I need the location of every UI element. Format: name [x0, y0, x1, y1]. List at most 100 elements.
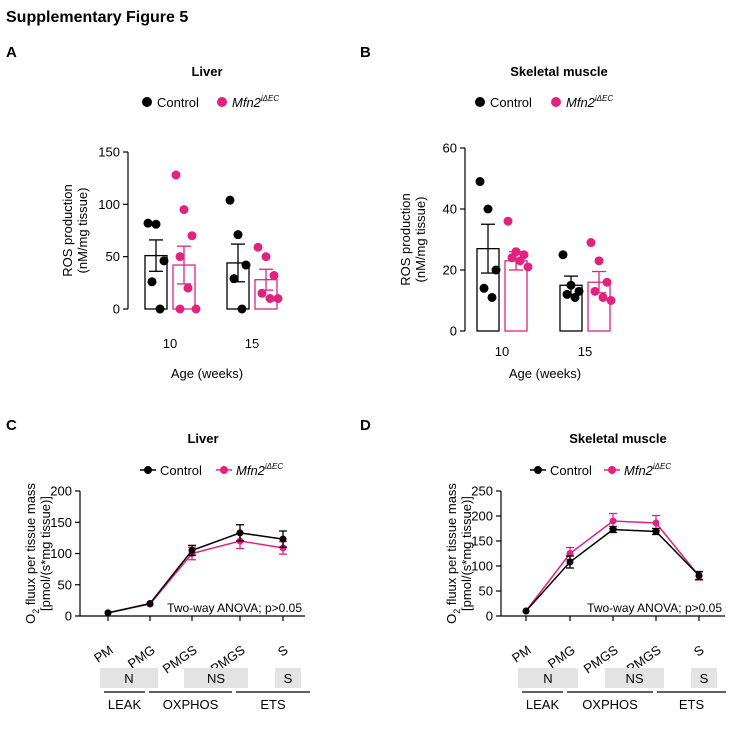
panel-c-protocol: N NS S LEAK OXPHOS ETS [100, 668, 310, 712]
panel-d-ylabel: O2 fluux per tissue mass[pmol/(s*mg tiss… [444, 483, 474, 624]
data-point [187, 231, 197, 241]
data-point [179, 205, 189, 215]
series-line [525, 520, 700, 612]
data-point [503, 216, 513, 226]
x-tick-label: PM [509, 642, 534, 665]
data-point [151, 219, 161, 229]
panel-label-d: D [360, 417, 371, 434]
y-tick-label: 100 [50, 546, 72, 561]
data-point [279, 535, 287, 543]
data-point [566, 558, 574, 566]
x-tick-label: PMG [125, 642, 158, 671]
y-tick-label: 150 [98, 145, 120, 160]
state-label: ETS [679, 697, 705, 712]
x-tick-label: 10 [163, 336, 177, 351]
data-point [586, 238, 596, 248]
protocol-box [184, 668, 248, 688]
legend-mutant-label: Mfn2iΔEC [236, 462, 283, 478]
panel-d-annotation: Two-way ANOVA; p>0.05 [587, 601, 722, 615]
y-axis-label-part: O [444, 614, 459, 624]
panel-a-legend: Control Mfn2iΔEC [142, 94, 279, 110]
legend-mutant-marker [217, 97, 227, 107]
data-point [558, 250, 568, 260]
panel-c-marks [104, 524, 287, 617]
y-axis-label-part: O [23, 614, 38, 624]
panel-c-title: Liver [187, 431, 218, 446]
data-point [562, 289, 572, 299]
legend-mutant-marker [608, 466, 616, 474]
data-point [594, 256, 604, 266]
data-point [171, 170, 181, 180]
data-point [143, 218, 153, 228]
y-tick-label: 100 [98, 197, 120, 212]
y-tick-label: 200 [471, 509, 493, 524]
data-point [146, 600, 154, 607]
y-axis-label-line: ROS production [398, 193, 413, 286]
protocol-box [518, 668, 578, 688]
x-tick-label: 10 [495, 344, 509, 359]
data-point [606, 296, 616, 305]
data-point [191, 304, 201, 314]
panel-a: A Liver Control Mfn2iΔEC ROS production(… [6, 44, 283, 381]
legend-control-label: Control [490, 95, 532, 110]
legend-control-label: Control [550, 463, 592, 478]
legend-control-label: Control [157, 95, 199, 110]
data-point [652, 528, 660, 535]
y-axis-label: O2 fluux per tissue mass[pmol/(s*mg tiss… [444, 483, 474, 624]
data-point [233, 230, 243, 240]
panel-b-title: Skeletal muscle [510, 64, 608, 79]
protocol-box-label: N [543, 671, 552, 686]
protocol-box-label: NS [207, 671, 225, 686]
panel-b-legend: Control Mfn2iΔEC [475, 94, 613, 110]
state-label: OXPHOS [582, 697, 638, 712]
protocol-box-label: N [124, 671, 133, 686]
series-line [525, 528, 700, 612]
y-axis-label-line: O2 fluux per tissue mass [444, 483, 462, 624]
bar [504, 260, 528, 332]
data-point [188, 546, 196, 554]
data-point [261, 252, 271, 262]
panel-b-marks [475, 177, 616, 332]
panel-d: D Skeletal muscle Control Mfn2iΔEC O2 fl… [360, 417, 726, 712]
state-label: OXPHOS [163, 697, 219, 712]
data-point [483, 204, 493, 214]
y-tick-label: 0 [486, 609, 493, 624]
y-tick-label: 50 [58, 577, 72, 592]
data-point [523, 262, 533, 272]
protocol-box-label: S [700, 671, 709, 686]
panel-b: B Skeletal muscle Control Mfn2iΔEC ROS p… [360, 44, 616, 381]
x-tick-label: S [691, 642, 707, 659]
legend-mutant-marker [551, 97, 561, 107]
panel-d-protocol: N NS S LEAK OXPHOS ETS [518, 668, 726, 712]
x-tick-label: 15 [578, 344, 592, 359]
data-point [241, 260, 251, 270]
state-label: LEAK [526, 697, 560, 712]
panel-c-annotation: Two-way ANOVA; p>0.05 [167, 601, 302, 615]
x-tick-label: PMG [545, 642, 578, 671]
y-axis-label: O2 fluux per tissue mass[pmol/(s*mg tiss… [23, 483, 53, 624]
y-axis-label-part: fluux per tissue mass [23, 483, 38, 609]
data-point [487, 292, 497, 302]
y-axis-label-part: fluux per tissue mass [444, 483, 459, 609]
data-point [522, 607, 530, 615]
y-axis-label-sub: 2 [31, 609, 41, 614]
data-point [236, 529, 244, 537]
legend-mutant-label: Mfn2iΔEC [566, 94, 613, 110]
legend-mutant-marker [220, 466, 228, 474]
data-point [237, 304, 247, 314]
panel-a-axes: 0 50 100 150 10 15 [98, 145, 259, 352]
panel-label-c: C [6, 417, 17, 434]
panel-b-axes: 0 20 40 60 10 15 [443, 141, 593, 360]
data-point [269, 271, 279, 281]
y-axis-label-line: ROS production [60, 184, 75, 277]
data-point [257, 288, 267, 298]
y-tick-label: 50 [479, 584, 493, 599]
legend-mutant-label: Mfn2iΔEC [624, 462, 671, 478]
data-point [695, 572, 703, 579]
y-tick-label: 250 [471, 484, 493, 499]
figure-title: Supplementary Figure 5 [6, 9, 188, 26]
protocol-box-label: NS [625, 671, 643, 686]
